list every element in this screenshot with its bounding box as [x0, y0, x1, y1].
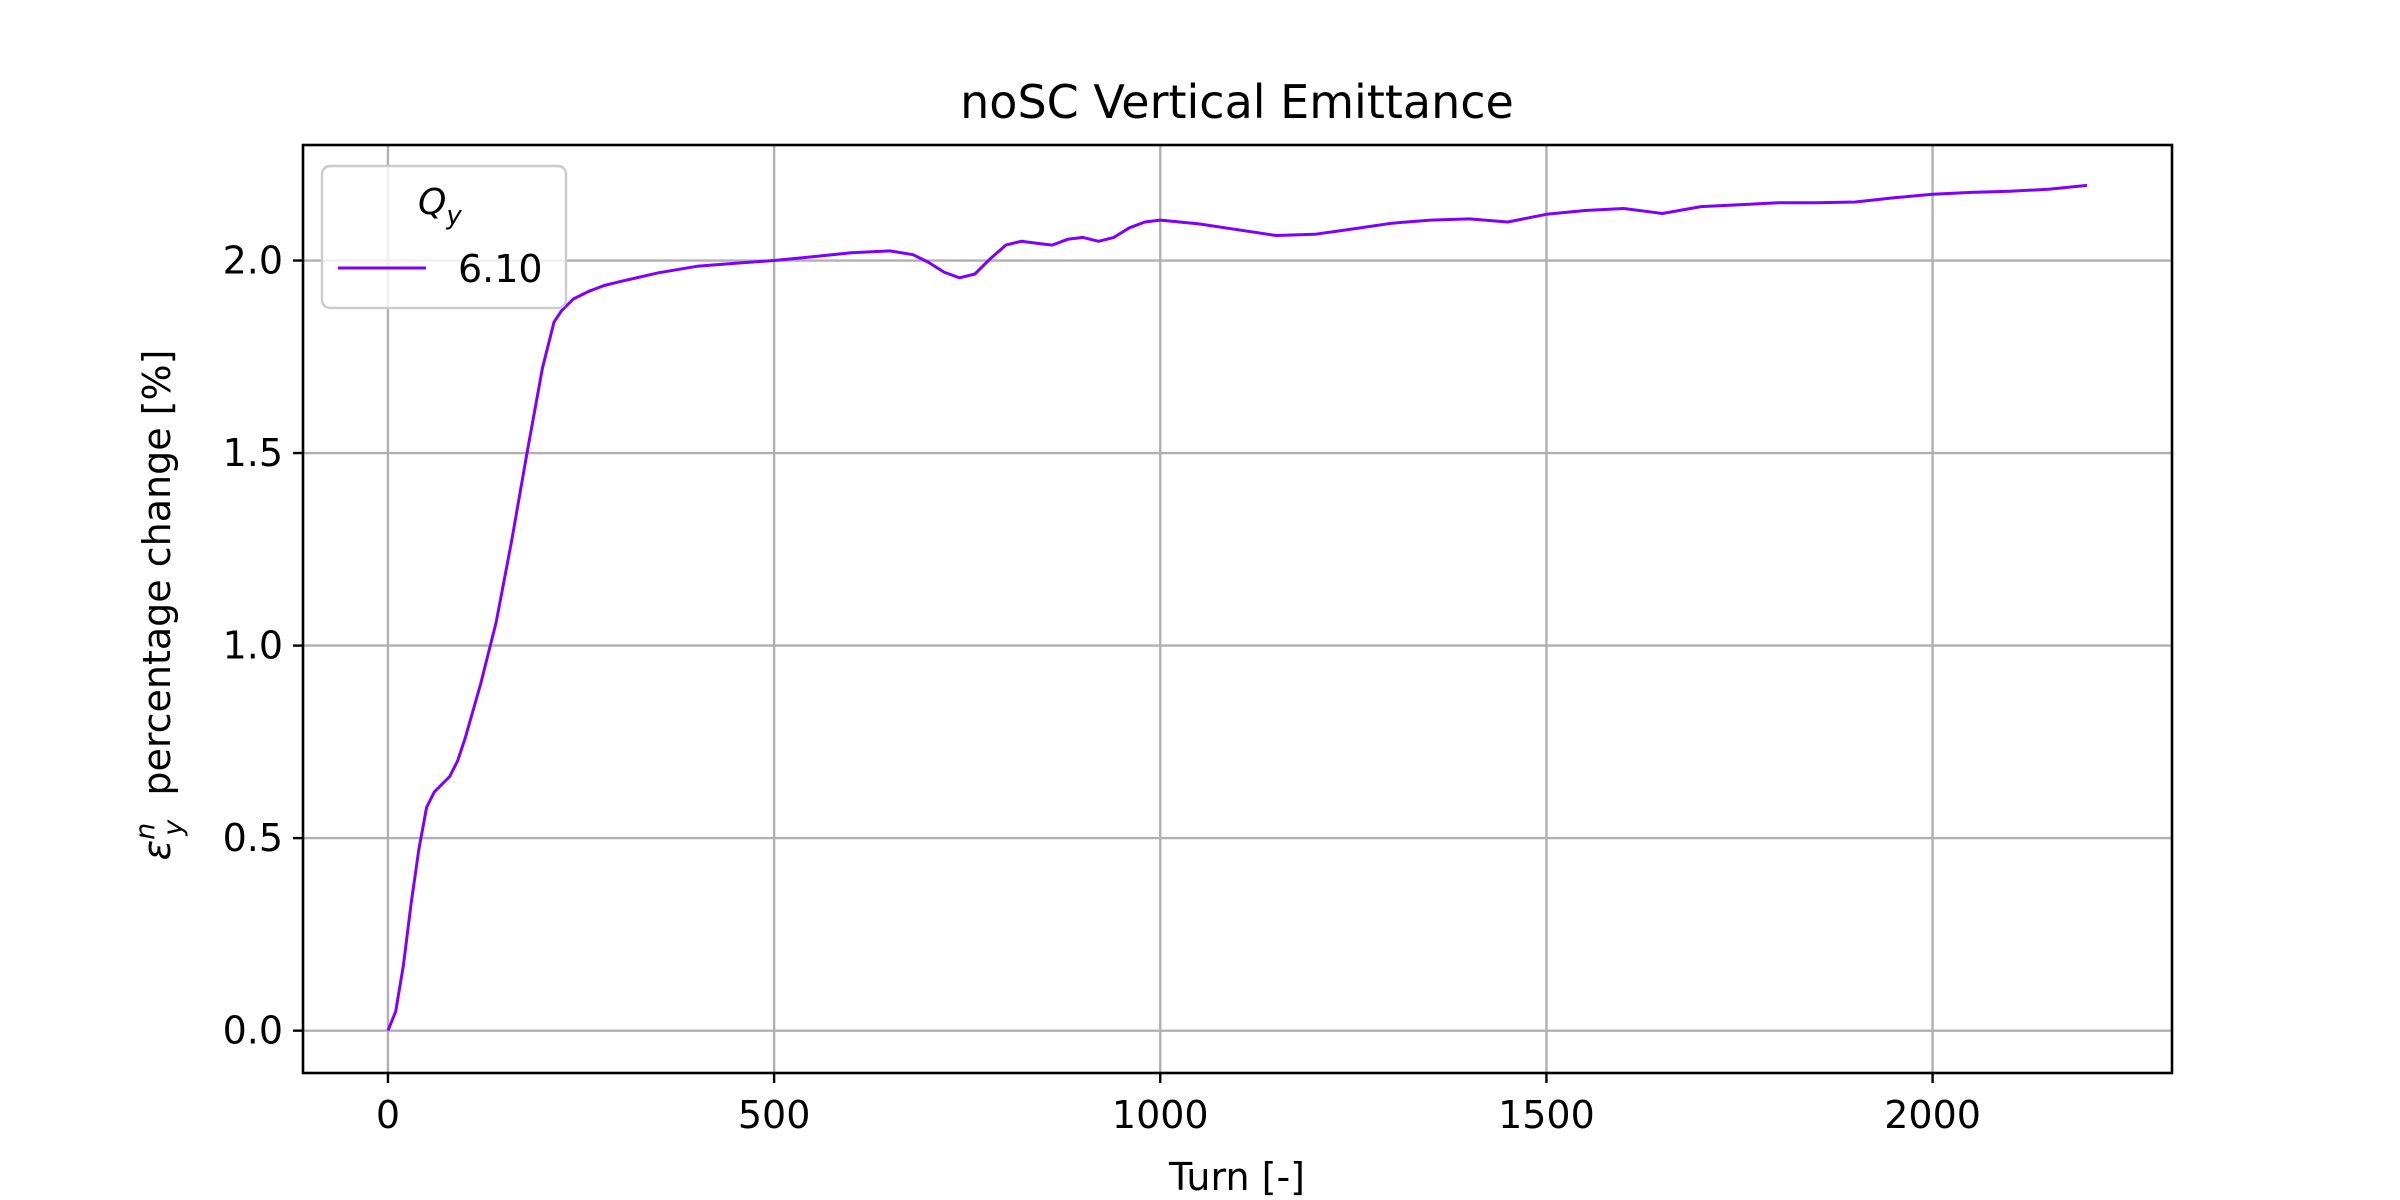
y-axis-label-symbol: ε [135, 840, 179, 861]
series-line-0 [386, 183, 2088, 1032]
plot-frame [301, 143, 2174, 1075]
x-axis-label: Turn [-] [1168, 1155, 1305, 1199]
x-tick-label: 1000 [1112, 1093, 1209, 1137]
legend-title-subscript: y [445, 201, 462, 231]
y-axis-label-text: percentage change [%] [135, 350, 179, 796]
x-tick-label: 1500 [1498, 1093, 1595, 1137]
y-tick-label: 0.5 [223, 816, 283, 860]
legend-box [320, 164, 568, 310]
y-tick-label: 0.0 [223, 1009, 283, 1053]
legend-title-symbol: Q [418, 182, 446, 223]
y-tick-label: 1.0 [223, 624, 283, 668]
legend-series-label: 6.10 [458, 247, 543, 291]
legend-title: Qy [418, 182, 462, 231]
x-tick-label: 2000 [1884, 1093, 1981, 1137]
x-tick-label: 500 [738, 1093, 811, 1137]
chart-title: noSC Vertical Emittance [960, 75, 1514, 129]
axis-ticks: 0 500 1000 1500 2000 0.0 0.5 1.0 1.5 2.0 [223, 239, 1981, 1137]
y-tick-label: 1.5 [223, 431, 283, 475]
x-tick-label: 0 [376, 1093, 400, 1137]
grid [303, 145, 2172, 1073]
y-axis-label-superscript: n [130, 823, 161, 840]
y-tick-label: 2.0 [223, 239, 283, 283]
series-layer [386, 183, 2088, 1032]
y-axis-label-subscript: y [158, 819, 189, 837]
y-axis-label: εny percentage change [%] [130, 350, 189, 861]
legend: Qy 6.10 [320, 164, 568, 310]
